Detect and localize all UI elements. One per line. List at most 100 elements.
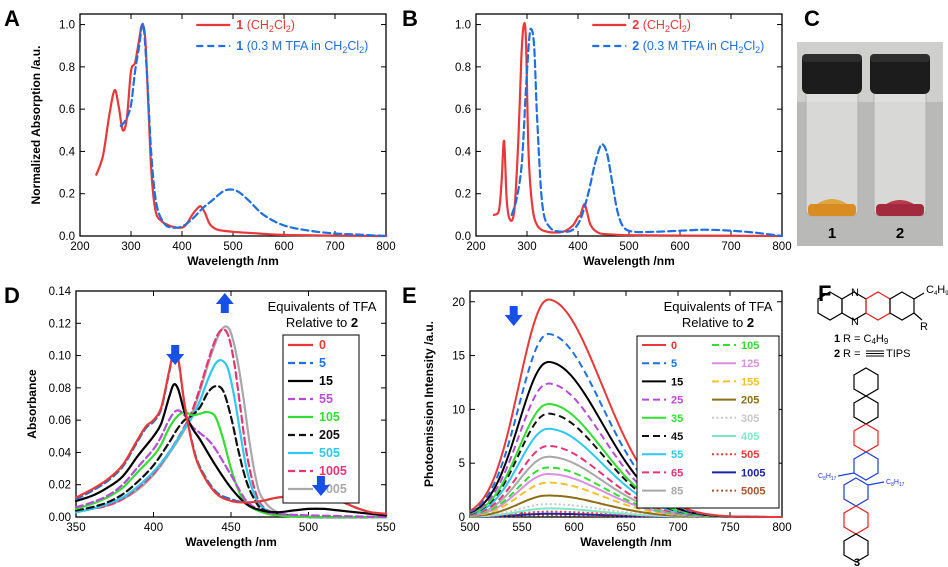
- x-tick-label: 800: [772, 522, 791, 534]
- series-line-505: [74, 359, 388, 519]
- vial-1-cap-top: [802, 54, 862, 62]
- x-tick-label: 500: [460, 522, 479, 534]
- legend-entry: 55: [319, 392, 333, 406]
- panel-letter-d: D: [4, 283, 20, 308]
- y-tick-label: 0.4: [59, 146, 76, 158]
- legend-entry: 35: [671, 413, 683, 425]
- legend-entry: 0: [671, 340, 677, 352]
- vial-2-cap-top: [870, 54, 930, 62]
- y-tick-label: 0.06: [49, 415, 71, 427]
- chart-panel-d: 350 400 450 500 5500.000.020.040.060.080.100…: [25, 286, 396, 549]
- vial-1: [802, 54, 862, 217]
- s3-ring-7: [843, 533, 869, 563]
- panel-letter-a: A: [4, 6, 20, 31]
- ring-d: [889, 291, 915, 321]
- legend-entry: 205: [319, 428, 340, 442]
- legend-entry: 15: [319, 374, 333, 388]
- chart-panel-b: 200 300 400 500 600 700 800 0.0 0.2 0.4 0.6 0.8 1.0 W…: [455, 13, 792, 268]
- series-line-105: [469, 466, 782, 518]
- legend-entry: 505: [741, 449, 759, 461]
- legend-entry: 1005: [741, 467, 765, 479]
- y-tick-label: 0.0: [455, 231, 471, 243]
- x-tick-label: 400: [568, 241, 587, 253]
- x-tick-label: 700: [668, 522, 687, 534]
- legend-entry: 155: [741, 376, 759, 388]
- legend-entry: 305: [741, 413, 759, 425]
- x-tick-label: 200: [70, 241, 89, 253]
- x-tick-label: 550: [512, 522, 531, 534]
- label-c4h9: C4H9: [926, 284, 948, 297]
- label-n-bottom: N: [851, 316, 859, 328]
- x-tick-label: 600: [274, 241, 293, 253]
- legend-entry: 1005: [319, 464, 347, 478]
- ring-c: [865, 291, 891, 321]
- label-structure-1: 1: [834, 333, 840, 345]
- vials-photo: 1 2: [797, 42, 943, 246]
- vial-1-label: 1: [828, 225, 836, 242]
- y-tick-label: 5: [459, 458, 465, 470]
- x-tick-label: 600: [564, 522, 583, 534]
- legend-entry: 405: [741, 431, 759, 443]
- legend-entry: 125: [741, 358, 759, 370]
- series-line-205: [74, 385, 388, 519]
- y-tick-label: 0.10: [49, 351, 71, 363]
- y-tick-label: 20: [452, 297, 465, 309]
- arrow-up-icon: [215, 293, 234, 313]
- series-line-1: [95, 23, 388, 238]
- series-line-0: [469, 298, 782, 518]
- legend-title-line1: Equivalents of TFA: [268, 299, 377, 314]
- x-tick-label: 550: [376, 522, 395, 534]
- legend-box: [282, 334, 360, 504]
- legend-entry: 5: [671, 358, 677, 370]
- arrow-down-icon: [166, 345, 185, 365]
- legend-entry: 505: [319, 446, 340, 460]
- x-tick-label: 700: [325, 241, 344, 253]
- y-tick-label: 1.0: [59, 20, 75, 32]
- chart-panel-e: 500 550 600 650 700 750 80005101520Wavelength …: [422, 290, 792, 549]
- legend-entry: 205: [741, 395, 759, 407]
- y-tick-label: 0.04: [49, 447, 72, 459]
- arrow-down-icon: [504, 306, 523, 326]
- y-tick-label: 0.14: [49, 286, 72, 298]
- legend-title-line2: Relative to 2: [682, 315, 754, 330]
- label-r1: R = C4H9: [843, 333, 889, 346]
- s3-ring-5: [843, 477, 869, 507]
- series-line-155: [469, 481, 782, 518]
- s3-ring-3: [853, 423, 879, 453]
- y-tick-label: 1.0: [455, 20, 471, 32]
- label-tips: TIPS: [886, 348, 910, 360]
- y-tick-label: 0.00: [49, 512, 71, 524]
- legend-entry: 55: [671, 449, 683, 461]
- series-line-2: [492, 22, 784, 238]
- y-axis-label: Absorbance: [25, 369, 39, 439]
- series-line-1005: [74, 328, 388, 519]
- legend-entry: 105: [319, 410, 340, 424]
- x-tick-label: 500: [619, 241, 638, 253]
- legend-entry: 2 (0.3 M TFA in CH2Cl2): [632, 39, 764, 55]
- legend-entry: 2 (CH2Cl2): [632, 18, 691, 34]
- y-tick-label: 0.6: [59, 104, 75, 116]
- legend-entry: 25: [671, 395, 683, 407]
- x-tick-label: 450: [221, 522, 240, 534]
- y-tick-label: 0.4: [455, 146, 472, 158]
- legend-entry: 1 (0.3 M TFA in CH2Cl2): [236, 39, 368, 55]
- x-tick-label: 800: [376, 241, 395, 253]
- vial-1-powder-base: [808, 204, 856, 216]
- legend-box: [636, 335, 780, 509]
- chart-panel-a: 200 300 400 500 600 700 800 0.0 0.2 0.4 0.6 0.8 1.0 W…: [29, 13, 396, 268]
- y-tick-label: 15: [452, 351, 465, 363]
- chemical-structures: [817, 291, 925, 563]
- x-tick-label: 800: [772, 241, 791, 253]
- y-tick-label: 0.8: [59, 62, 75, 74]
- series-line-25: [469, 382, 782, 518]
- x-tick-label: 700: [721, 241, 740, 253]
- triple-bond-icon: [866, 350, 884, 357]
- y-tick-label: 0.12: [49, 318, 71, 330]
- y-tick-label: 0.08: [49, 383, 71, 395]
- s3-ring-4: [853, 451, 879, 481]
- panel-letter-f: F: [818, 281, 831, 306]
- y-tick-label: 0: [459, 512, 465, 524]
- vial-2-cap: [870, 54, 930, 94]
- x-axis-label: Wavelength /nm: [583, 254, 675, 268]
